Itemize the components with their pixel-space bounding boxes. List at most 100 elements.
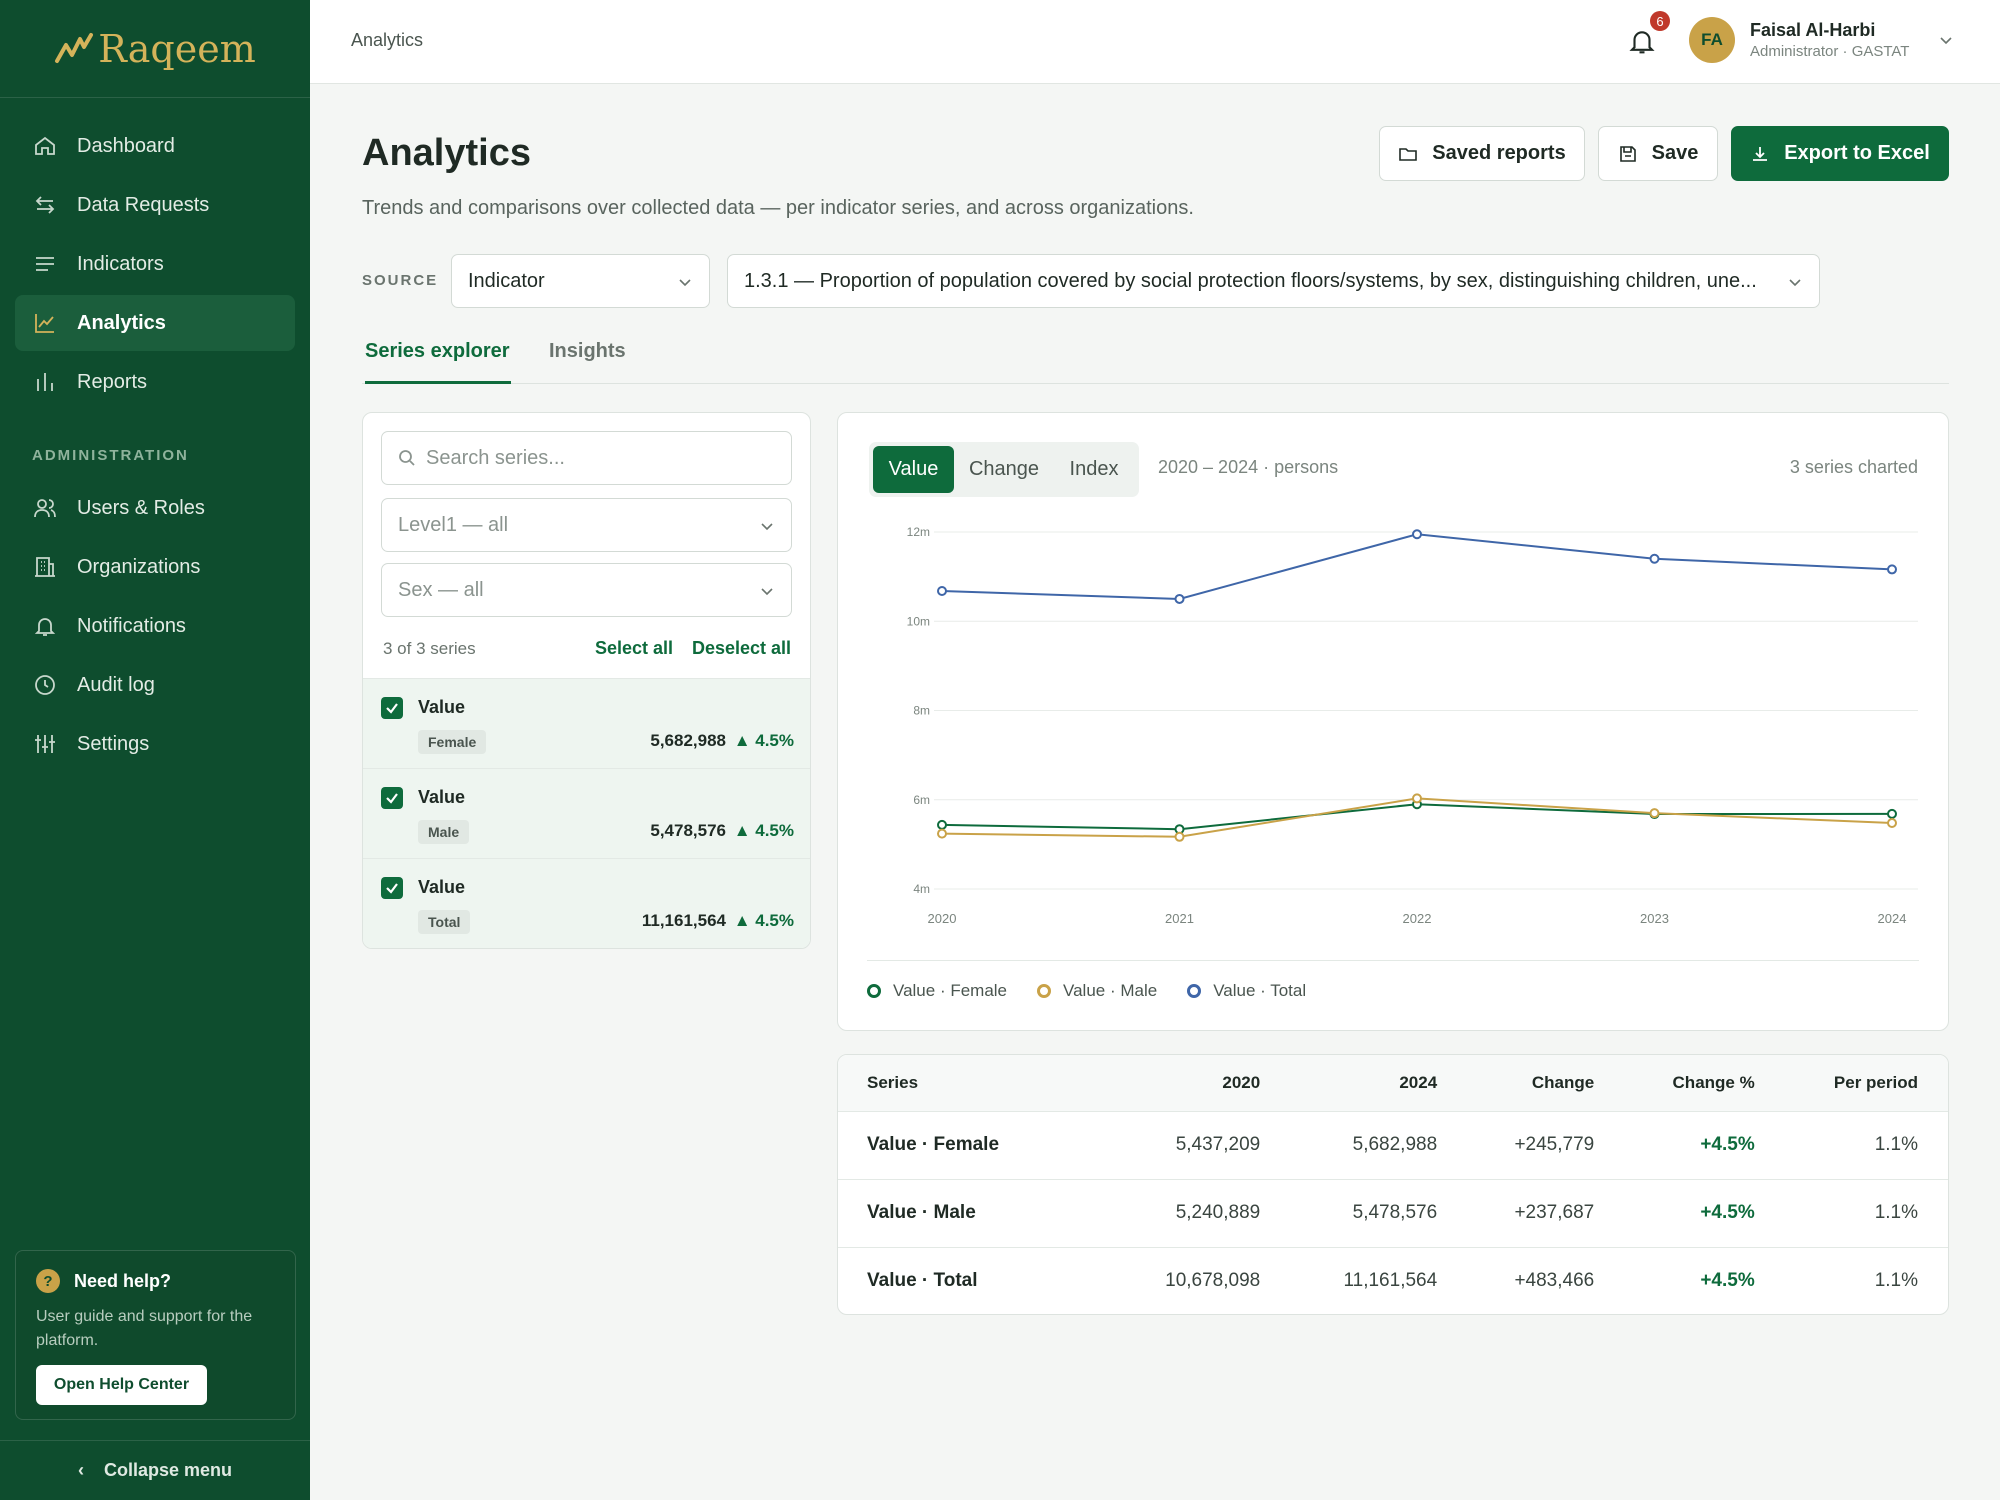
y-tick-label: 8m xyxy=(913,704,930,718)
sidebar-item-data-requests[interactable]: Data Requests xyxy=(15,177,295,233)
tab-series-explorer[interactable]: Series explorer xyxy=(365,340,511,384)
level1-filter-value: Level1 — all xyxy=(398,513,509,536)
series-change: ▲ 4.5% xyxy=(733,911,794,930)
series-checkbox[interactable] xyxy=(381,697,403,719)
mode-value-button[interactable]: Value xyxy=(873,446,954,493)
sex-filter-value: Sex — all xyxy=(398,578,484,601)
data-point xyxy=(1412,793,1422,804)
save-icon xyxy=(1619,145,1636,162)
sidebar-item-dashboard[interactable]: Dashboard xyxy=(15,118,295,174)
sidebar-item-organizations[interactable]: Organizations xyxy=(15,539,295,595)
search-placeholder: Search series... xyxy=(426,446,565,469)
export-to-excel-button[interactable]: Export to Excel xyxy=(1731,126,1949,181)
user-name: Faisal Al-Harbi xyxy=(1750,20,1876,40)
notifications-bell-icon[interactable] xyxy=(1627,26,1657,56)
table-row[interactable]: Value · Male 5,240,889 5,478,576 +237,68… xyxy=(838,1179,1948,1248)
data-point xyxy=(937,585,947,596)
sex-filter-select[interactable]: Sex — all xyxy=(381,563,792,617)
breadcrumb[interactable]: Analytics xyxy=(351,30,424,50)
series-checkbox[interactable] xyxy=(381,877,403,899)
series-value: 11,161,564 xyxy=(641,911,726,930)
legend-marker xyxy=(1187,984,1202,998)
x-tick-label: 2023 xyxy=(1640,911,1669,926)
collapse-label: Collapse menu xyxy=(103,1460,233,1480)
legend-marker xyxy=(1037,984,1052,998)
check-icon xyxy=(386,883,398,894)
tab-insights[interactable]: Insights xyxy=(549,340,626,362)
y-tick-label: 4m xyxy=(913,882,930,896)
sidebar-item-indicators[interactable]: Indicators xyxy=(15,236,295,292)
table-cell: +4.5% xyxy=(1624,1179,1785,1248)
series-checkbox[interactable] xyxy=(381,787,403,809)
sidebar-item-label: Settings xyxy=(77,732,150,755)
mode-index-button[interactable]: Index xyxy=(1069,458,1119,480)
search-input[interactable]: Search series... xyxy=(381,431,792,485)
sidebar-item-users-roles[interactable]: Users & Roles xyxy=(15,480,295,536)
source-label: SOURCE xyxy=(362,272,439,289)
legend-item-male[interactable]: Value · Male xyxy=(1037,981,1157,1001)
x-tick-label: 2020 xyxy=(928,911,957,926)
table-cell: 1.1% xyxy=(1784,1179,1948,1248)
legend-item-female[interactable]: Value · Female xyxy=(867,981,1007,1001)
column-header[interactable]: 2020 xyxy=(1111,1055,1291,1112)
admin-nav: Users & Roles Organizations Notification… xyxy=(0,480,310,772)
collapse-menu-button[interactable]: ‹ Collapse menu xyxy=(0,1440,310,1500)
table-row[interactable]: Value · Total 10,678,098 11,161,564 +483… xyxy=(838,1247,1948,1314)
check-icon xyxy=(386,703,398,714)
legend-divider xyxy=(867,960,1919,961)
table-cell: Value · Male xyxy=(838,1179,1112,1248)
column-header[interactable]: Per period xyxy=(1784,1055,1948,1112)
table-cell: Value · Female xyxy=(838,1111,1112,1180)
column-header[interactable]: 2024 xyxy=(1290,1055,1468,1112)
legend-item-total[interactable]: Value · Total xyxy=(1187,981,1306,1001)
indicator-select[interactable]: 1.3.1 — Proportion of population covered… xyxy=(727,254,1820,308)
series-item-female[interactable]: Value Female 5,682,988 ▲ 4.5% xyxy=(363,678,810,768)
chart-card: 4m 6m 8m 10m 12m 2020 2021 2022 2023 2024 Value C… xyxy=(837,412,1949,1031)
export-label: Export to Excel xyxy=(1784,142,1930,164)
chevron-down-icon xyxy=(761,588,773,596)
sidebar-item-reports[interactable]: Reports xyxy=(15,354,295,410)
series-item-male[interactable]: Value Male 5,478,576 ▲ 4.5% xyxy=(363,768,810,858)
avatar[interactable]: FA xyxy=(1689,17,1735,63)
sliders-icon xyxy=(35,735,55,753)
table-cell: 5,478,576 xyxy=(1290,1179,1468,1248)
column-header[interactable]: Change xyxy=(1467,1055,1625,1112)
bell-icon xyxy=(34,618,56,636)
data-point xyxy=(1649,808,1660,819)
sidebar-item-analytics[interactable]: Analytics xyxy=(15,295,295,351)
x-tick-label: 2021 xyxy=(1165,911,1194,926)
chevron-down-icon xyxy=(679,279,691,287)
table-cell: +245,779 xyxy=(1467,1111,1625,1180)
table-cell: 5,437,209 xyxy=(1111,1111,1291,1180)
column-header[interactable]: Series xyxy=(838,1055,1112,1112)
column-header[interactable]: Change % xyxy=(1624,1055,1785,1112)
open-help-center-button[interactable]: Open Help Center xyxy=(36,1365,207,1405)
sidebar-item-notifications[interactable]: Notifications xyxy=(15,598,295,654)
chart-legend: Value · Female Value · Male Value · Tota… xyxy=(867,981,1336,1001)
table-cell: 1.1% xyxy=(1874,1270,1918,1292)
saved-reports-button[interactable]: Saved reports xyxy=(1379,126,1585,181)
select-all-link[interactable]: Select all xyxy=(595,638,674,658)
table-cell: 5,240,889 xyxy=(1111,1179,1291,1248)
data-point xyxy=(1412,529,1422,540)
sidebar-item-settings[interactable]: Settings xyxy=(15,716,295,772)
legend-label: Value · Female xyxy=(893,981,1008,1000)
table-row[interactable]: Value · Female 5,437,209 5,682,988 +245,… xyxy=(838,1111,1948,1180)
mode-change-button[interactable]: Change xyxy=(968,458,1040,480)
source-type-select[interactable]: Indicator xyxy=(451,254,710,308)
sidebar-item-label: Users & Roles xyxy=(77,496,205,519)
level1-filter-select[interactable]: Level1 — all xyxy=(381,498,792,552)
chevron-down-icon[interactable] xyxy=(1938,32,1954,48)
series-value: 5,682,988 xyxy=(650,731,726,750)
deselect-all-link[interactable]: Deselect all xyxy=(692,638,792,658)
series-value: 5,478,576 xyxy=(650,821,726,840)
users-icon xyxy=(34,499,56,518)
series-tag: Total xyxy=(418,910,471,934)
sidebar-item-label: Organizations xyxy=(77,555,201,578)
table-cell: 10,678,098 xyxy=(1165,1270,1261,1292)
sidebar-item-audit-log[interactable]: Audit log xyxy=(15,657,295,713)
notification-count-badge: 6 xyxy=(1650,11,1670,31)
save-button[interactable]: Save xyxy=(1598,126,1718,181)
logo[interactable]: Raqeem xyxy=(0,0,310,98)
series-item-total[interactable]: Value Total 11,161,564 ▲ 4.5% xyxy=(363,858,810,948)
